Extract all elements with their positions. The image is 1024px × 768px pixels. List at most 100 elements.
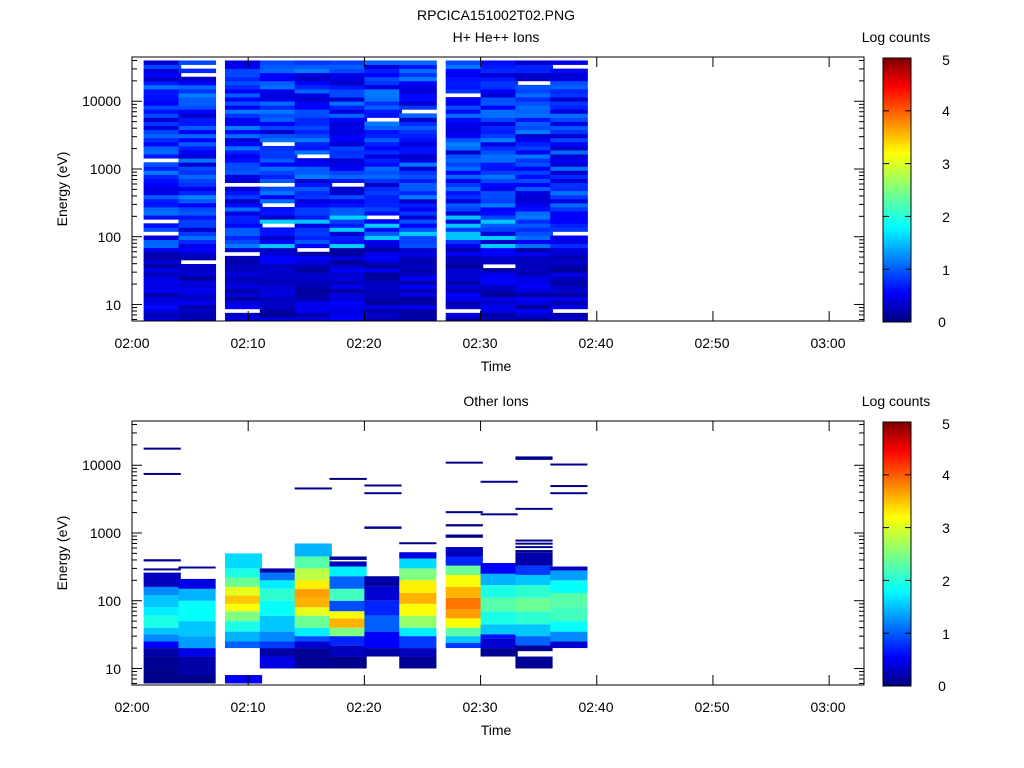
heatmap-cell <box>399 129 437 135</box>
heatmap-cell <box>480 316 519 322</box>
heatmap-cell <box>399 312 437 318</box>
heatmap-cell <box>294 145 333 151</box>
heatmap-cell <box>445 272 484 277</box>
heatmap-cell <box>399 121 437 126</box>
heatmap-cell <box>143 133 182 139</box>
heatmap-cell <box>259 113 298 118</box>
heatmap-cell <box>143 223 182 228</box>
x-tick-label: 02:40 <box>578 699 613 715</box>
heatmap-cell <box>445 166 484 171</box>
heatmap-cell <box>364 316 402 322</box>
heatmap-cell <box>480 133 519 139</box>
heatmap-cell <box>364 125 402 131</box>
heatmap-cell <box>515 243 554 249</box>
heatmap-cell <box>515 304 554 310</box>
heatmap-cell <box>259 631 297 642</box>
heatmap-cell <box>515 166 554 171</box>
heatmap-cell <box>480 105 519 110</box>
heatmap-cell <box>178 656 216 676</box>
heatmap-cell <box>143 141 182 147</box>
colorbar-tick-labels: 0 1 2 3 4 5 <box>938 52 950 330</box>
heatmap-cell <box>294 588 332 598</box>
heatmap-cell <box>294 597 332 608</box>
heatmap-cell <box>143 447 181 450</box>
heatmap-cell <box>515 105 554 110</box>
colorbar-tick-label: 3 <box>942 156 950 172</box>
heatmap-cell <box>143 105 182 110</box>
heatmap-cell <box>329 576 367 589</box>
colorbar-tick-label: 2 <box>942 573 950 589</box>
heatmap-cell <box>178 280 217 285</box>
heatmap-cell <box>480 611 518 625</box>
heatmap-cell <box>329 636 367 646</box>
heatmap-cell <box>399 272 437 277</box>
heatmap-cell <box>550 93 588 98</box>
heatmap-cell <box>550 207 588 212</box>
heatmap-cell <box>143 568 181 571</box>
heatmap-cell <box>445 618 483 628</box>
heatmap-cell <box>178 276 217 281</box>
heatmap-cell <box>178 101 217 106</box>
heatmap-cell <box>294 150 333 155</box>
heatmap-cell <box>329 202 368 208</box>
heatmap-cell <box>329 231 368 236</box>
heatmap-cell <box>294 186 333 192</box>
heatmap-cell <box>364 178 402 183</box>
heatmap-cell <box>294 219 333 224</box>
heatmap-cell <box>364 207 402 212</box>
heatmap-cell <box>294 97 333 102</box>
heatmap-cell <box>399 215 437 220</box>
heatmap-cell <box>550 211 588 216</box>
heatmap-cell <box>364 484 402 487</box>
heatmap-cell <box>480 638 518 649</box>
heatmap-cell <box>399 223 437 228</box>
colorbar-tick-label: 3 <box>942 520 950 536</box>
heatmap-cell <box>364 72 402 78</box>
heatmap-cell <box>445 186 484 192</box>
x-tick-labels: 02:00 02:10 02:20 02:30 02:40 02:50 03:0… <box>114 335 845 351</box>
heatmap-cell <box>259 105 298 110</box>
heatmap-cell <box>329 556 367 560</box>
heatmap-cell <box>178 60 217 65</box>
heatmap-cell <box>364 60 402 65</box>
heatmap-cell <box>364 166 402 171</box>
heatmap-cell <box>178 227 217 232</box>
heatmap-cell <box>329 223 368 228</box>
heatmap-cell <box>224 239 263 245</box>
heatmap-cell <box>143 174 182 179</box>
heatmap-cell <box>224 207 263 212</box>
heatmap-cell <box>515 72 554 78</box>
heatmap-cell <box>515 93 554 98</box>
heatmap-cell <box>399 162 437 167</box>
heatmap-cell <box>550 109 588 114</box>
heatmap-cell <box>259 239 298 245</box>
heatmap-cell <box>224 296 263 302</box>
heatmap-cell <box>364 113 402 118</box>
heatmap-cell <box>364 648 402 657</box>
heatmap-cell <box>329 150 368 155</box>
heatmap-cell <box>294 568 332 581</box>
heatmap-cell <box>399 125 437 131</box>
heatmap-cell <box>259 60 298 65</box>
heatmap-cell <box>399 219 437 224</box>
heatmap-cell <box>480 97 519 102</box>
x-axis-label: Time <box>481 722 512 738</box>
heatmap-cell <box>445 255 484 261</box>
heatmap-cell <box>399 64 437 70</box>
heatmap-cell <box>364 268 402 273</box>
heatmap-cell <box>259 641 297 649</box>
x-tick-label: 02:20 <box>346 699 381 715</box>
heatmap-cell <box>178 97 217 102</box>
heatmap-cell <box>178 292 217 297</box>
heatmap-cell <box>329 477 367 480</box>
heatmap-cell <box>178 109 217 114</box>
heatmap-cell <box>515 117 554 122</box>
heatmap-cell <box>294 636 332 642</box>
heatmap-cell <box>178 186 217 192</box>
heatmap-cell <box>143 194 182 200</box>
heatmap-cell <box>399 198 437 204</box>
heatmap-cell <box>364 133 402 139</box>
heatmap-cell <box>329 259 368 265</box>
heatmap-cell <box>550 259 588 265</box>
heatmap-cell <box>364 264 402 269</box>
